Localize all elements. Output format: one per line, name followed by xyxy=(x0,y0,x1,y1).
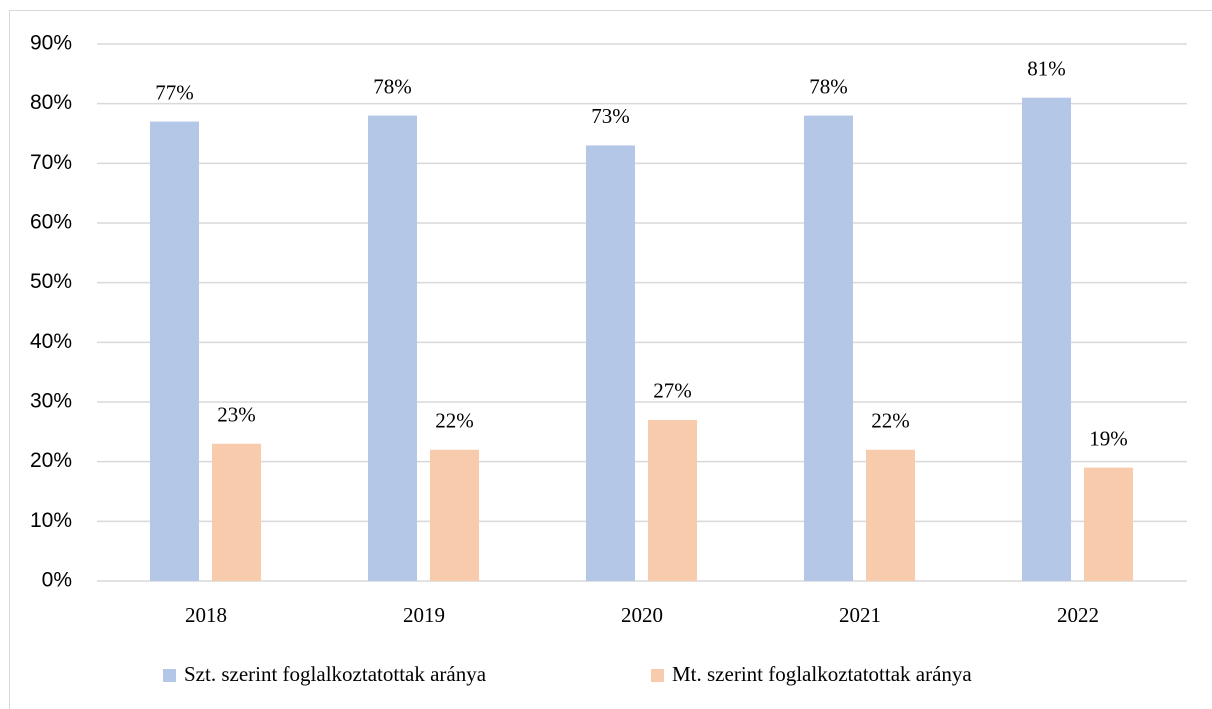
data-label: 81% xyxy=(1027,57,1066,81)
data-label: 19% xyxy=(1089,426,1128,450)
y-tick-label: 60% xyxy=(30,211,72,234)
data-label: 78% xyxy=(809,74,848,98)
bar xyxy=(648,419,697,581)
data-label: 77% xyxy=(155,80,194,104)
y-tick-label: 10% xyxy=(30,509,72,532)
bar xyxy=(586,145,635,581)
bar xyxy=(866,449,915,581)
data-label: 22% xyxy=(871,409,910,433)
data-label: 73% xyxy=(591,104,630,128)
bar xyxy=(150,121,199,582)
bar xyxy=(1084,467,1133,581)
data-label: 78% xyxy=(373,74,412,98)
y-tick-label: 90% xyxy=(30,32,72,55)
legend-label: Mt. szerint foglalkoztatottak aránya xyxy=(672,662,972,686)
data-label: 22% xyxy=(435,409,474,433)
legend-label: Szt. szerint foglalkoztatottak aránya xyxy=(184,662,487,686)
x-tick-label: 2022 xyxy=(1057,603,1099,627)
y-tick-label: 0% xyxy=(42,569,72,592)
bar xyxy=(212,443,261,581)
x-tick-label: 2020 xyxy=(621,603,663,627)
legend-swatch xyxy=(651,669,664,682)
bar xyxy=(1022,97,1071,581)
x-tick-label: 2018 xyxy=(185,603,227,627)
y-tick-label: 40% xyxy=(30,330,72,353)
y-tick-label: 30% xyxy=(30,390,72,413)
bar xyxy=(368,115,417,581)
x-tick-label: 2019 xyxy=(403,603,445,627)
bar xyxy=(430,449,479,581)
data-label: 23% xyxy=(217,403,256,427)
bar xyxy=(804,115,853,581)
data-label: 27% xyxy=(653,379,692,403)
y-tick-label: 70% xyxy=(30,151,72,174)
y-tick-label: 80% xyxy=(30,91,72,114)
x-tick-label: 2021 xyxy=(839,603,881,627)
y-tick-label: 50% xyxy=(30,270,72,293)
legend-swatch xyxy=(163,669,176,682)
y-tick-label: 20% xyxy=(30,449,72,472)
